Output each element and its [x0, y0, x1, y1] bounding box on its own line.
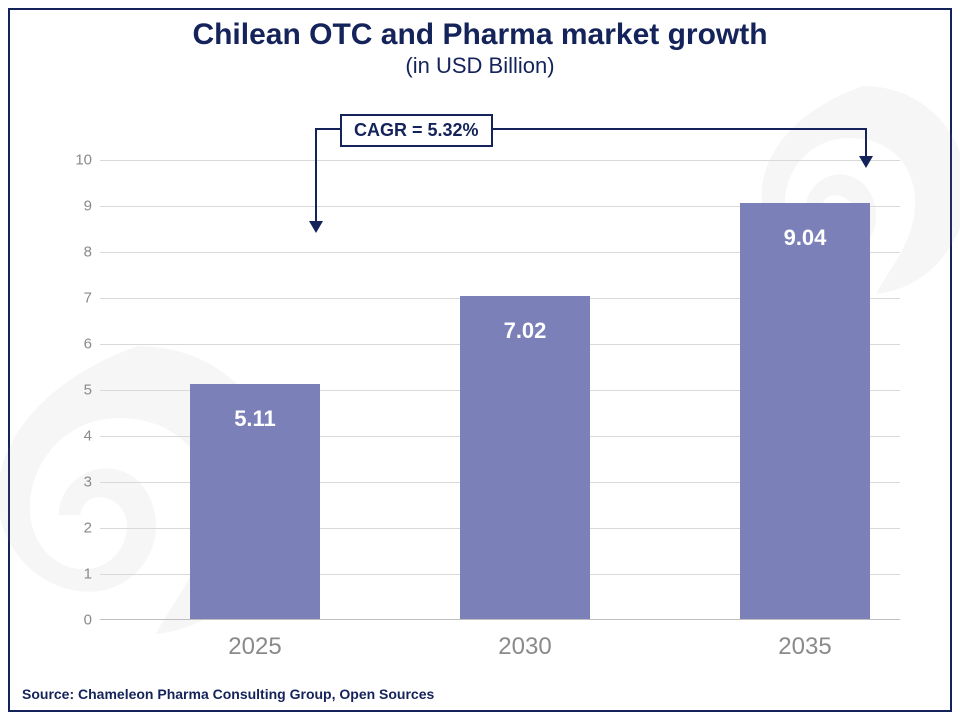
plot-region: 0123456789105.1120257.0220309.042035	[100, 160, 900, 620]
gridline	[100, 160, 900, 161]
arrowhead-icon	[309, 221, 323, 233]
y-tick-label: 9	[64, 198, 92, 215]
chart-subtitle: (in USD Billion)	[0, 53, 960, 79]
y-tick-label: 2	[64, 520, 92, 537]
cagr-connector	[315, 128, 317, 223]
y-tick-label: 5	[64, 382, 92, 399]
y-tick-label: 0	[64, 612, 92, 629]
cagr-label: CAGR = 5.32%	[354, 120, 479, 140]
y-tick-label: 1	[64, 566, 92, 583]
chart-title: Chilean OTC and Pharma market growth	[0, 18, 960, 51]
source-citation: Source: Chameleon Pharma Consulting Grou…	[22, 686, 434, 702]
y-tick-label: 4	[64, 428, 92, 445]
bar: 7.02	[460, 296, 590, 619]
chart-area: 0123456789105.1120257.0220309.042035	[60, 140, 920, 650]
x-tick-label: 2030	[460, 633, 590, 661]
y-tick-label: 6	[64, 336, 92, 353]
x-tick-label: 2025	[190, 633, 320, 661]
x-tick-label: 2035	[740, 633, 870, 661]
cagr-connector	[865, 128, 867, 158]
arrowhead-icon	[859, 156, 873, 168]
y-tick-label: 10	[64, 152, 92, 169]
y-tick-label: 7	[64, 290, 92, 307]
chart-header: Chilean OTC and Pharma market growth (in…	[0, 18, 960, 79]
y-tick-label: 3	[64, 474, 92, 491]
bar: 5.11	[190, 384, 320, 619]
bar-value-label: 5.11	[190, 406, 320, 432]
bar-value-label: 9.04	[740, 225, 870, 251]
bar: 9.04	[740, 203, 870, 619]
bar-value-label: 7.02	[460, 318, 590, 344]
cagr-annotation-box: CAGR = 5.32%	[340, 114, 493, 147]
y-tick-label: 8	[64, 244, 92, 261]
